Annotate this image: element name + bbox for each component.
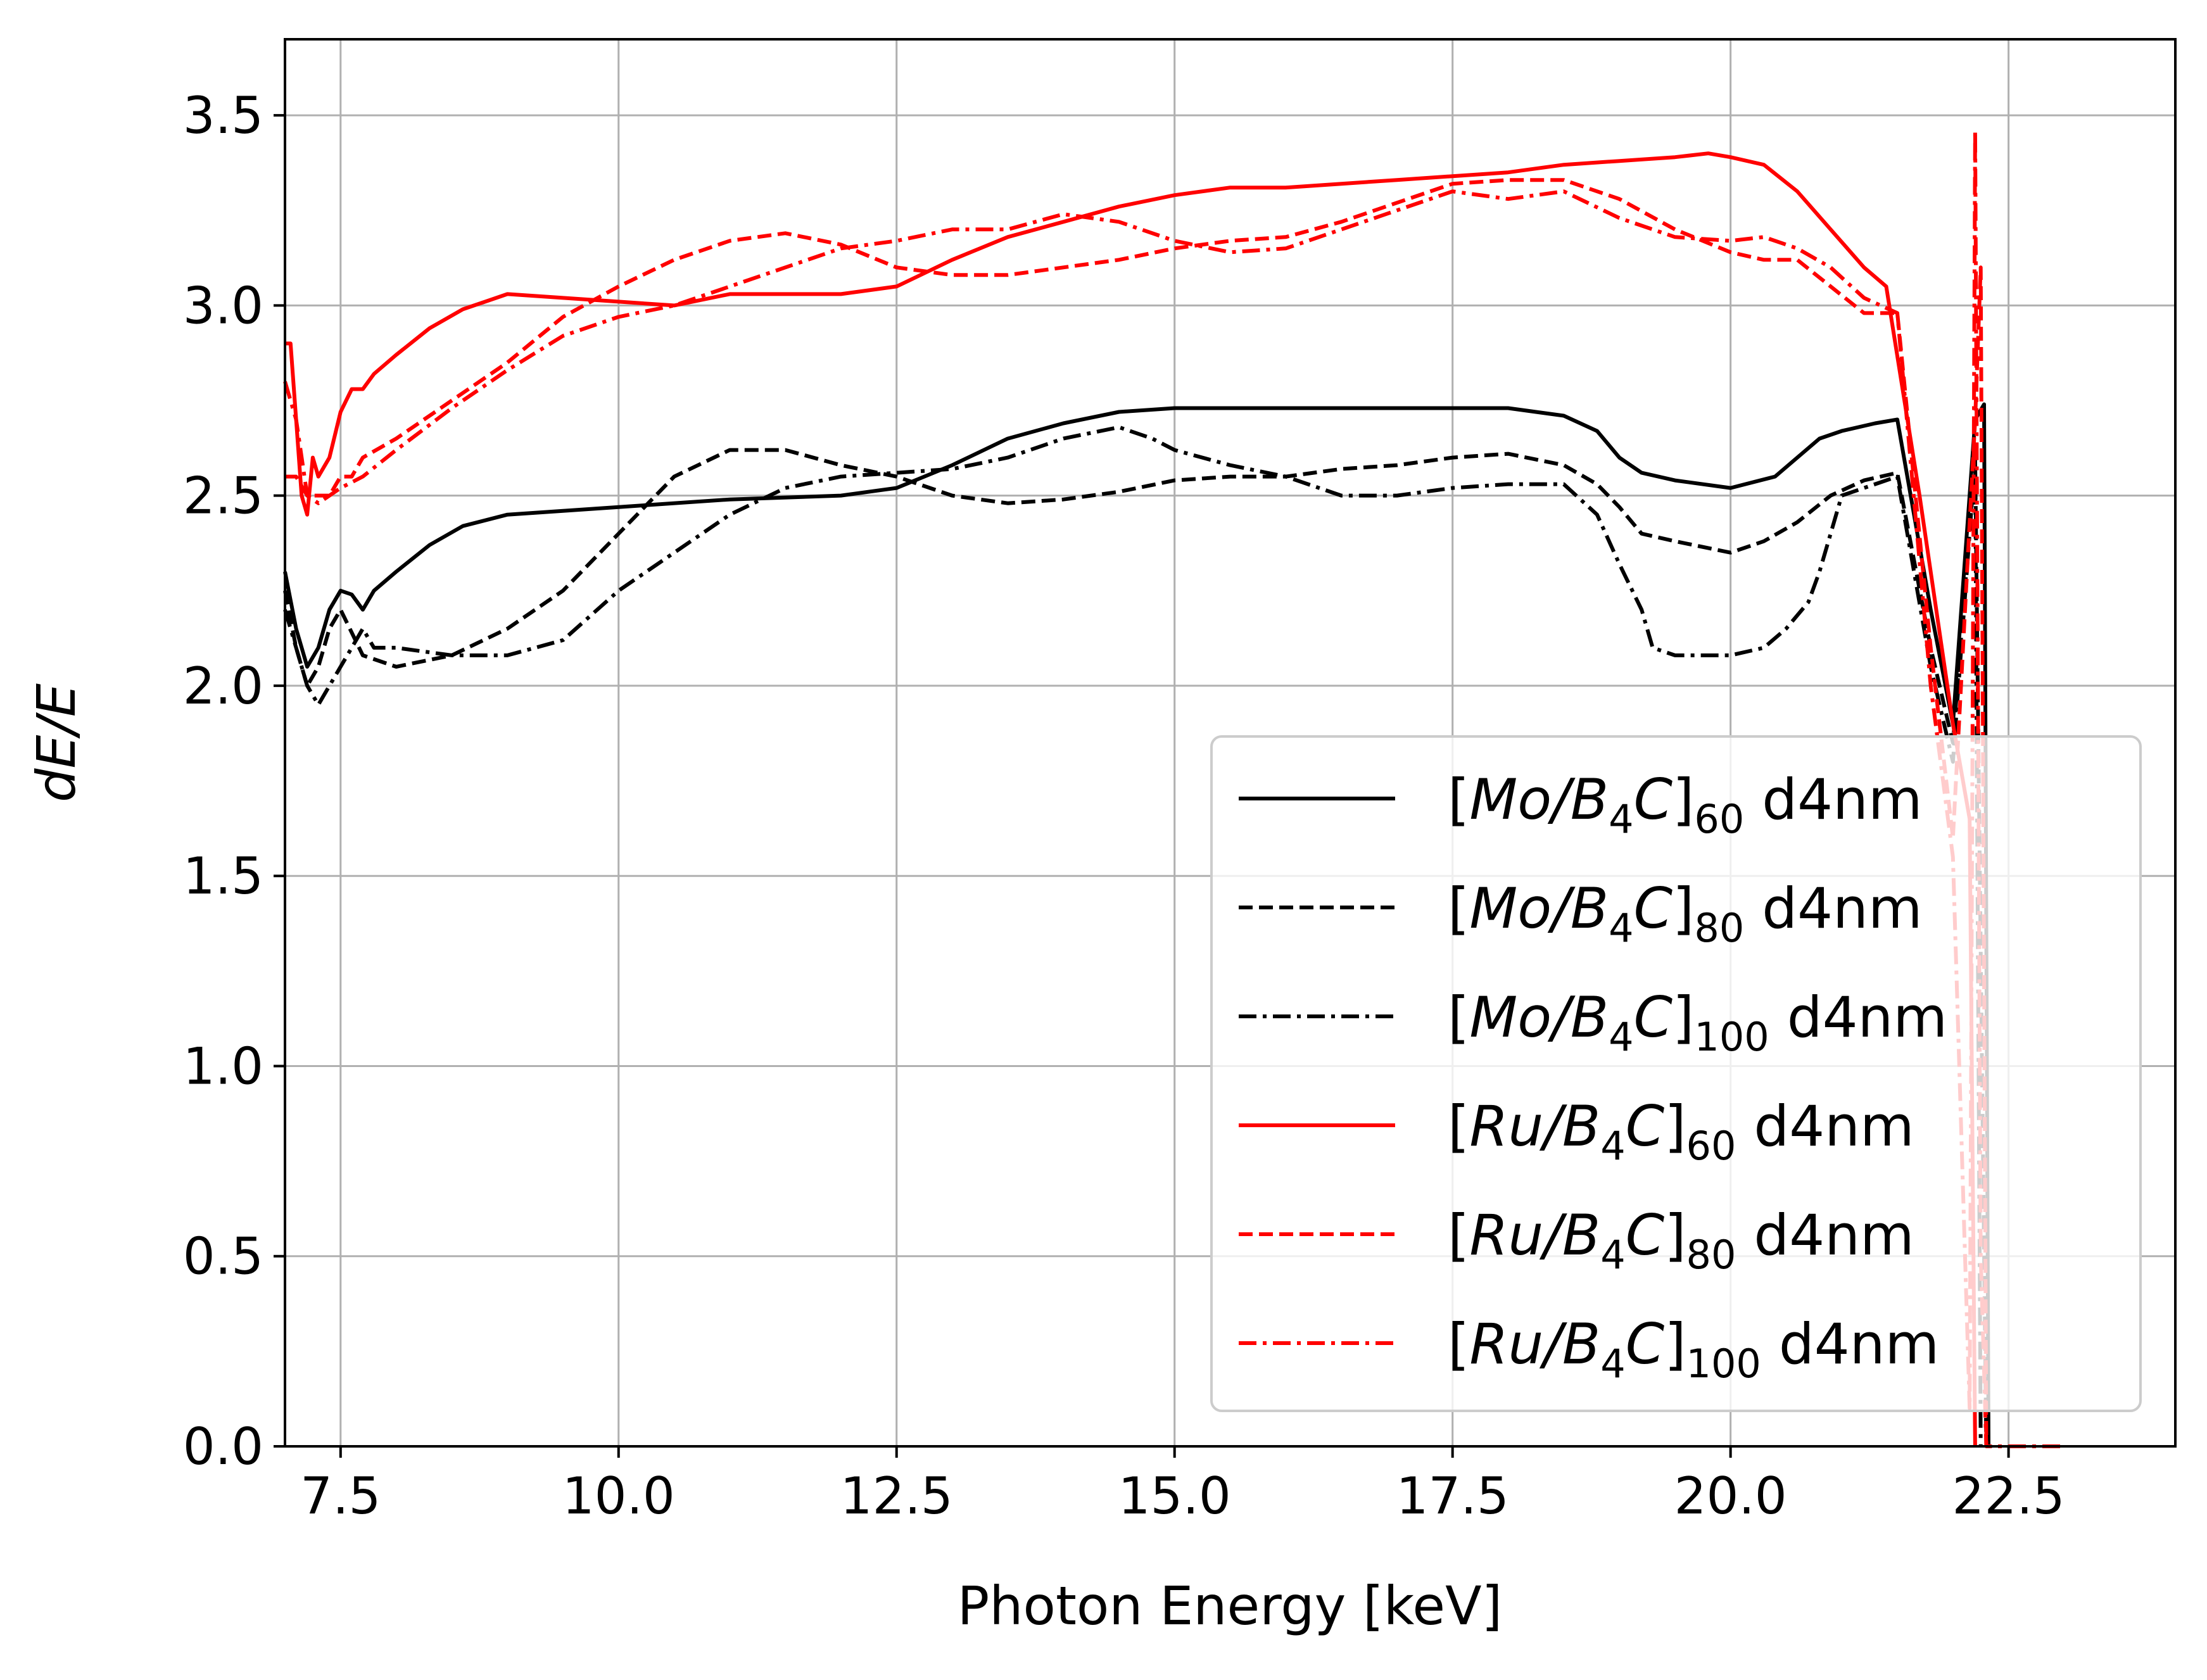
legend-label-part: C bbox=[1626, 1311, 1665, 1377]
legend-label-part: Mo/B bbox=[1469, 985, 1609, 1050]
ticks: 7.5 10.0 12.5 15.0 17.5 20.0 22.5 0.0 0.5 1.0 1.5 2… bbox=[183, 86, 2065, 1525]
legend-label-part: d4nm bbox=[1744, 767, 1922, 832]
x-tick-label: 10.0 bbox=[562, 1467, 675, 1525]
legend-label-part: [ bbox=[1448, 1311, 1469, 1377]
legend-label-part: 4 bbox=[1609, 796, 1633, 842]
legend-label-part: ] bbox=[1664, 1311, 1686, 1377]
legend-label-part: ] bbox=[1664, 1094, 1686, 1159]
legend-label-part: 4 bbox=[1609, 1014, 1633, 1060]
y-tick-label: 0.0 bbox=[183, 1417, 263, 1476]
legend-label-part: Ru/B bbox=[1469, 1311, 1600, 1377]
y-tick-label: 3.0 bbox=[183, 276, 263, 335]
legend-label-part: C bbox=[1626, 1094, 1665, 1159]
legend-label-part: 60 bbox=[1694, 796, 1744, 842]
x-tick-label: 15.0 bbox=[1118, 1467, 1231, 1525]
legend-label-part: Ru/B bbox=[1469, 1094, 1600, 1159]
y-tick-label: 1.0 bbox=[183, 1037, 263, 1096]
y-tick-label: 0.5 bbox=[183, 1227, 263, 1286]
legend-label-part: 100 bbox=[1686, 1341, 1761, 1387]
legend-label-5: [Ru/B4C]80 d4nm bbox=[1448, 1203, 1914, 1278]
series-line-2 bbox=[283, 448, 1989, 1447]
legend-label-part: 4 bbox=[1600, 1341, 1625, 1387]
legend-label-2: [Mo/B4C]80 d4nm bbox=[1448, 876, 1923, 951]
legend-label-part: ] bbox=[1673, 876, 1694, 941]
x-tick-label: 12.5 bbox=[840, 1467, 953, 1525]
legend-label-part: 4 bbox=[1609, 905, 1633, 951]
x-axis-label: Photon Energy [keV] bbox=[958, 1575, 1503, 1637]
legend-label-part: Ru/B bbox=[1469, 1203, 1600, 1268]
y-tick-label: 2.5 bbox=[183, 467, 263, 526]
legend-box bbox=[1210, 735, 2142, 1412]
legend-label-1: [Mo/B4C]60 d4nm bbox=[1448, 767, 1923, 842]
series-line-3 bbox=[283, 425, 1983, 1447]
legend-label-part: [ bbox=[1448, 1094, 1469, 1159]
legend-label-part: ] bbox=[1673, 767, 1694, 832]
legend-label-part: ] bbox=[1673, 985, 1694, 1050]
y-axis-label: dE/E bbox=[25, 683, 87, 802]
series-line-1 bbox=[283, 402, 1992, 1448]
legend-label-part: 60 bbox=[1686, 1123, 1736, 1169]
legend-label-part: C bbox=[1634, 767, 1673, 832]
legend-label-3: [Mo/B4C]100 d4nm bbox=[1448, 985, 1947, 1060]
x-tick-label: 7.5 bbox=[300, 1467, 381, 1525]
x-tick-label: 20.0 bbox=[1674, 1467, 1787, 1525]
legend-label-part: ] bbox=[1664, 1203, 1686, 1268]
series-layer bbox=[283, 129, 2065, 1448]
series-line-4 bbox=[285, 151, 1977, 1447]
x-tick-label: 22.5 bbox=[1952, 1467, 2065, 1525]
legend-label-part: [ bbox=[1448, 767, 1469, 832]
series-line-6 bbox=[283, 129, 2065, 1448]
y-tick-label: 2.0 bbox=[183, 657, 263, 716]
legend-label-part: d4nm bbox=[1744, 876, 1922, 941]
x-tick-label: 17.5 bbox=[1396, 1467, 1509, 1525]
legend-label-part: 80 bbox=[1686, 1232, 1736, 1278]
legend-label-part: [ bbox=[1448, 876, 1469, 941]
plot-frame bbox=[284, 38, 2177, 1448]
legend-label-part: 4 bbox=[1600, 1123, 1625, 1169]
legend-label-part: 4 bbox=[1600, 1232, 1625, 1278]
legend-label-part: Mo/B bbox=[1469, 767, 1609, 832]
legend-label-part: 80 bbox=[1694, 905, 1744, 951]
legend-label-4: [Ru/B4C]60 d4nm bbox=[1448, 1094, 1914, 1169]
legend-label-part: 100 bbox=[1694, 1014, 1769, 1060]
legend-label-part: d4nm bbox=[1769, 985, 1947, 1050]
legend-label-part: C bbox=[1634, 985, 1673, 1050]
series-line-5 bbox=[285, 178, 1989, 1447]
y-tick-label: 1.5 bbox=[183, 847, 263, 906]
legend-label-part: [ bbox=[1448, 1203, 1469, 1268]
legend-label-part: C bbox=[1626, 1203, 1665, 1268]
legend-label-part: d4nm bbox=[1761, 1311, 1939, 1377]
legend-label-part: Mo/B bbox=[1469, 876, 1609, 941]
legend-label-part: C bbox=[1634, 876, 1673, 941]
legend-label-part: [ bbox=[1448, 985, 1469, 1050]
legend: [Mo/B4C]60 d4nm[Mo/B4C]80 d4nm[Mo/B4C]10… bbox=[1210, 735, 2142, 1412]
y-tick-label: 3.5 bbox=[183, 86, 263, 145]
legend-label-part: d4nm bbox=[1736, 1094, 1914, 1159]
legend-label-6: [Ru/B4C]100 d4nm bbox=[1448, 1311, 1939, 1387]
legend-label-part: d4nm bbox=[1736, 1203, 1914, 1268]
